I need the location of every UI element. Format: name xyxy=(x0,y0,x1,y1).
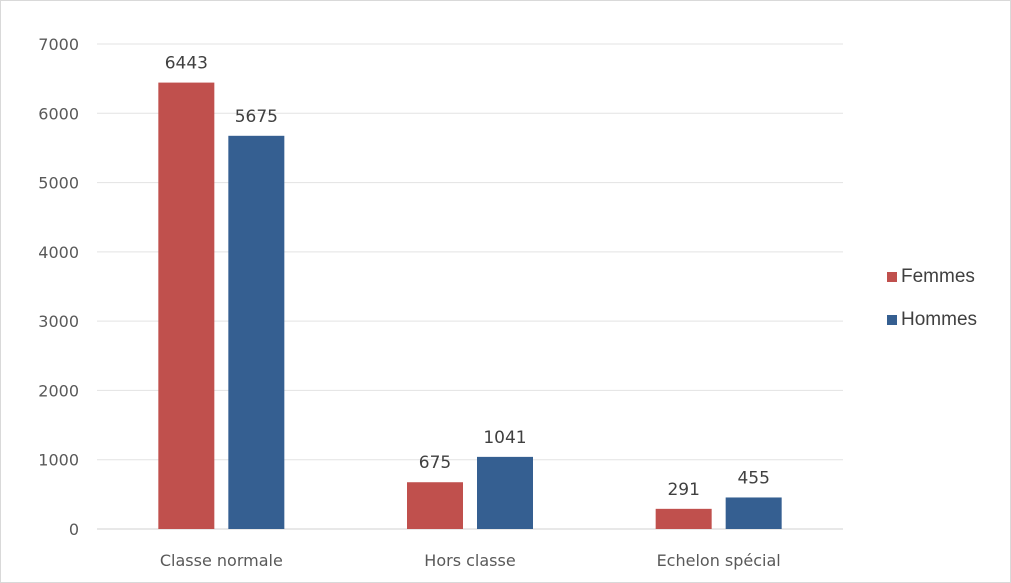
legend-label-femmes: Femmes xyxy=(901,266,975,287)
y-tick-label-4000: 4000 xyxy=(38,243,79,262)
bar-hommes-2 xyxy=(725,497,782,529)
bar-femmes-2 xyxy=(655,508,712,529)
legend-swatch-femmes xyxy=(887,272,897,282)
bar-hommes-0 xyxy=(228,135,285,529)
data-label-femmes-1: 675 xyxy=(419,453,451,473)
legend-swatch-hommes xyxy=(887,315,897,325)
data-label-femmes-0: 6443 xyxy=(165,54,208,74)
bar-hommes-1 xyxy=(477,456,533,529)
y-tick-label-2000: 2000 xyxy=(38,381,79,400)
y-tick-label-1000: 1000 xyxy=(38,451,79,470)
data-label-hommes-1: 1041 xyxy=(483,428,526,448)
bar-femmes-0 xyxy=(158,82,215,530)
y-tick-label-3000: 3000 xyxy=(38,312,79,331)
y-tick-label-7000: 7000 xyxy=(38,35,79,54)
x-category-label-0: Classe normale xyxy=(160,551,283,570)
x-category-label-2: Echelon spécial xyxy=(657,551,781,570)
data-label-hommes-2: 455 xyxy=(737,468,769,488)
data-label-hommes-0: 5675 xyxy=(235,107,278,127)
x-category-label-1: Hors classe xyxy=(424,551,515,570)
y-tick-label-6000: 6000 xyxy=(38,104,79,123)
legend-label-hommes: Hommes xyxy=(901,309,977,330)
y-tick-label-5000: 5000 xyxy=(38,174,79,193)
y-tick-label-0: 0 xyxy=(69,520,79,539)
bar-femmes-1 xyxy=(407,482,463,529)
data-label-femmes-2: 291 xyxy=(667,480,699,500)
